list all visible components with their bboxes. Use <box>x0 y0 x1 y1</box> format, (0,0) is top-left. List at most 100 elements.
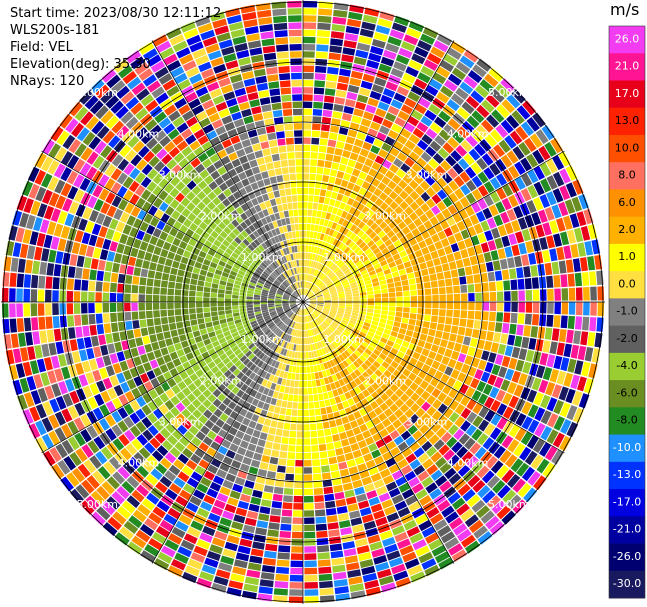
velocity-gate <box>400 274 408 281</box>
velocity-gate <box>312 202 319 210</box>
velocity-gate <box>462 469 476 483</box>
velocity-gate <box>363 276 371 282</box>
velocity-gate <box>410 258 419 266</box>
velocity-gate <box>309 303 317 307</box>
velocity-gate <box>314 73 326 81</box>
velocity-gate <box>480 242 490 253</box>
colorbar-tick-label: 10.0 <box>615 141 640 154</box>
velocity-gate <box>303 36 316 44</box>
velocity-gate <box>515 126 529 141</box>
velocity-gate <box>309 297 316 301</box>
velocity-gate <box>364 318 372 324</box>
velocity-gate <box>346 273 354 279</box>
velocity-gate <box>346 91 358 101</box>
velocity-gate <box>508 233 518 246</box>
velocity-gate <box>511 244 520 256</box>
velocity-gate <box>466 115 480 129</box>
velocity-gate <box>470 378 480 389</box>
velocity-gate <box>374 305 382 310</box>
velocity-gate <box>552 188 564 203</box>
velocity-gate <box>338 217 345 225</box>
velocity-gate <box>361 341 369 348</box>
velocity-gate <box>329 359 336 367</box>
velocity-gate <box>464 437 476 450</box>
velocity-gate <box>550 138 563 154</box>
velocity-gate <box>378 275 386 282</box>
velocity-gate <box>351 342 359 350</box>
velocity-gate <box>336 250 343 258</box>
velocity-gate <box>304 281 307 288</box>
velocity-gate <box>544 207 555 221</box>
velocity-gate <box>449 517 464 530</box>
velocity-gate <box>330 38 344 47</box>
velocity-gate <box>365 368 374 376</box>
velocity-gate <box>365 283 373 289</box>
velocity-gate <box>560 315 568 329</box>
velocity-gate <box>343 340 351 347</box>
velocity-gate <box>313 87 325 95</box>
velocity-gate <box>325 153 334 162</box>
velocity-gate <box>501 99 516 114</box>
velocity-gate <box>381 247 390 255</box>
velocity-gate <box>312 285 317 292</box>
velocity-gate <box>453 302 461 310</box>
velocity-gate <box>410 337 419 345</box>
velocity-gate <box>409 441 421 452</box>
velocity-gate <box>393 216 403 225</box>
velocity-gate <box>356 42 371 52</box>
velocity-gate <box>332 358 339 366</box>
velocity-gate <box>356 131 367 141</box>
velocity-gate <box>384 239 393 247</box>
velocity-gate <box>518 348 528 361</box>
velocity-gate <box>351 330 359 337</box>
velocity-gate <box>483 194 494 207</box>
velocity-gate <box>415 545 430 557</box>
velocity-gate <box>350 224 357 232</box>
velocity-gate <box>426 395 437 405</box>
velocity-gate <box>542 222 552 236</box>
velocity-gate <box>316 318 322 324</box>
velocity-gate <box>452 317 460 326</box>
velocity-gate <box>366 490 378 500</box>
velocity-gate <box>385 457 396 468</box>
velocity-gate <box>303 288 305 295</box>
velocity-gate <box>388 487 401 498</box>
velocity-gate <box>352 168 361 177</box>
velocity-gate <box>312 320 317 327</box>
velocity-gate <box>303 108 313 116</box>
velocity-gate <box>553 355 563 370</box>
velocity-gate <box>477 185 489 197</box>
velocity-gate <box>314 269 319 277</box>
velocity-gate <box>355 260 363 267</box>
velocity-gate <box>414 185 425 196</box>
velocity-gate <box>377 18 393 28</box>
velocity-gate <box>559 435 572 452</box>
velocity-gate <box>402 551 417 563</box>
velocity-gate <box>353 209 361 218</box>
velocity-gate <box>324 329 330 337</box>
velocity-gate <box>437 147 450 159</box>
velocity-gate <box>317 263 322 270</box>
velocity-gate <box>315 217 321 225</box>
velocity-gate <box>340 61 353 70</box>
velocity-gate <box>329 198 336 207</box>
velocity-gate <box>512 499 527 514</box>
velocity-gate <box>329 45 342 54</box>
velocity-gate <box>336 193 344 202</box>
velocity-gate <box>367 294 374 299</box>
velocity-gate <box>501 469 515 484</box>
velocity-gate <box>412 539 427 551</box>
velocity-gate <box>380 211 389 221</box>
velocity-gate <box>530 326 539 338</box>
velocity-gate <box>409 382 419 392</box>
velocity-gate <box>436 177 447 189</box>
colorbar-tick-label: -1.0 <box>616 305 637 318</box>
velocity-gate <box>327 66 339 75</box>
velocity-gate <box>516 324 524 336</box>
velocity-gate <box>384 112 397 123</box>
velocity-gate <box>533 392 544 406</box>
velocity-gate <box>309 231 314 238</box>
velocity-gate <box>385 81 398 92</box>
velocity-gate <box>438 110 451 123</box>
velocity-gate <box>463 336 471 346</box>
